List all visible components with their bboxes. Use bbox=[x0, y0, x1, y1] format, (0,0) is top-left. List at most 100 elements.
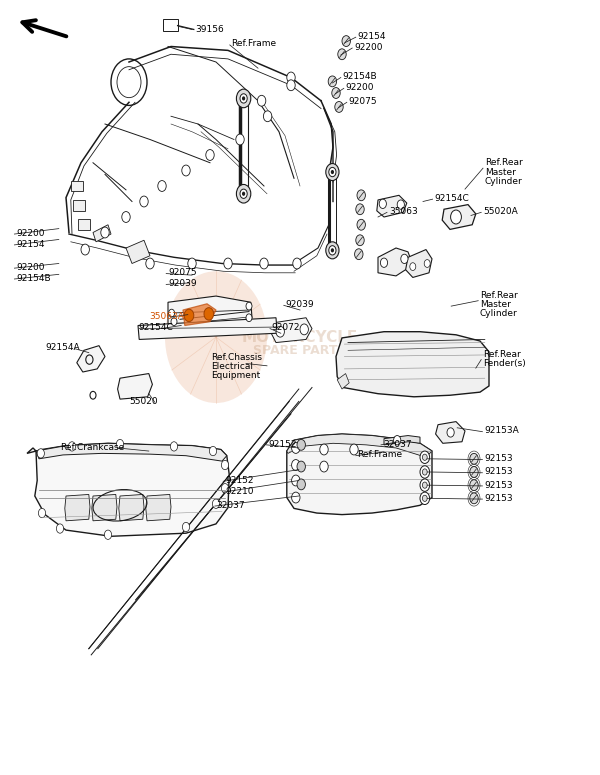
Circle shape bbox=[182, 522, 190, 532]
Circle shape bbox=[320, 444, 328, 455]
Text: Ref.Rear: Ref.Rear bbox=[480, 291, 518, 300]
Circle shape bbox=[182, 165, 190, 176]
Circle shape bbox=[292, 475, 300, 486]
Polygon shape bbox=[378, 248, 413, 276]
Circle shape bbox=[209, 446, 217, 456]
Circle shape bbox=[420, 479, 430, 491]
Text: Ref.Frame: Ref.Frame bbox=[231, 39, 276, 48]
Circle shape bbox=[422, 469, 427, 475]
Circle shape bbox=[204, 308, 214, 320]
Circle shape bbox=[357, 219, 365, 230]
Bar bbox=[73, 200, 85, 211]
Text: 92200: 92200 bbox=[346, 83, 374, 92]
Text: 92153: 92153 bbox=[484, 494, 513, 503]
Circle shape bbox=[356, 235, 364, 246]
Circle shape bbox=[236, 184, 251, 203]
Circle shape bbox=[297, 461, 305, 472]
Text: 92153A: 92153A bbox=[484, 426, 519, 436]
Text: 32037: 32037 bbox=[216, 501, 245, 510]
Polygon shape bbox=[146, 494, 171, 521]
Circle shape bbox=[331, 170, 334, 174]
Circle shape bbox=[68, 442, 76, 451]
Text: 92210: 92210 bbox=[225, 487, 254, 496]
Text: Master: Master bbox=[480, 300, 511, 309]
Polygon shape bbox=[436, 422, 465, 443]
Text: 39156: 39156 bbox=[195, 25, 224, 34]
Text: 92075: 92075 bbox=[349, 97, 377, 106]
Text: Electrical: Electrical bbox=[211, 362, 253, 371]
Circle shape bbox=[470, 467, 478, 477]
Circle shape bbox=[292, 460, 300, 470]
Text: 92153: 92153 bbox=[484, 480, 513, 490]
Circle shape bbox=[292, 443, 300, 453]
Circle shape bbox=[422, 454, 427, 460]
Circle shape bbox=[263, 111, 272, 122]
Circle shape bbox=[410, 263, 416, 270]
Circle shape bbox=[470, 480, 478, 491]
Circle shape bbox=[355, 249, 363, 260]
Circle shape bbox=[422, 495, 427, 501]
Polygon shape bbox=[406, 250, 432, 277]
Circle shape bbox=[356, 204, 364, 215]
Text: Master: Master bbox=[485, 167, 515, 177]
Text: Ref.Crankcase: Ref.Crankcase bbox=[60, 443, 124, 452]
Circle shape bbox=[169, 309, 175, 317]
Circle shape bbox=[331, 248, 334, 253]
Circle shape bbox=[292, 492, 300, 503]
Polygon shape bbox=[92, 494, 117, 521]
Text: 55020: 55020 bbox=[129, 397, 158, 406]
Polygon shape bbox=[118, 374, 152, 399]
Circle shape bbox=[338, 49, 346, 60]
Circle shape bbox=[342, 36, 350, 46]
Circle shape bbox=[246, 302, 252, 310]
Circle shape bbox=[293, 258, 301, 269]
Text: 92153: 92153 bbox=[484, 467, 513, 477]
Circle shape bbox=[206, 150, 214, 160]
Circle shape bbox=[420, 466, 430, 478]
Circle shape bbox=[329, 167, 336, 177]
Text: Ref.Chassis: Ref.Chassis bbox=[211, 353, 262, 362]
Circle shape bbox=[287, 80, 295, 91]
Polygon shape bbox=[183, 304, 216, 326]
Circle shape bbox=[379, 199, 386, 208]
Circle shape bbox=[447, 428, 454, 437]
Polygon shape bbox=[377, 195, 407, 217]
Bar bbox=[71, 181, 83, 191]
Circle shape bbox=[276, 326, 284, 337]
Circle shape bbox=[240, 189, 247, 198]
Circle shape bbox=[335, 102, 343, 112]
Polygon shape bbox=[36, 443, 227, 461]
Text: MSP: MSP bbox=[191, 308, 235, 327]
Circle shape bbox=[184, 309, 194, 322]
Polygon shape bbox=[168, 296, 252, 327]
Circle shape bbox=[350, 444, 358, 455]
Circle shape bbox=[240, 94, 247, 103]
Polygon shape bbox=[126, 240, 150, 264]
Circle shape bbox=[320, 461, 328, 472]
Circle shape bbox=[287, 72, 295, 83]
Circle shape bbox=[116, 439, 124, 449]
Circle shape bbox=[140, 196, 148, 207]
Text: 35063A: 35063A bbox=[149, 312, 184, 321]
Text: 92153: 92153 bbox=[484, 454, 513, 463]
Circle shape bbox=[470, 493, 478, 504]
Circle shape bbox=[146, 258, 154, 269]
Circle shape bbox=[357, 190, 365, 201]
Polygon shape bbox=[271, 318, 312, 343]
Circle shape bbox=[188, 258, 196, 269]
Circle shape bbox=[380, 258, 388, 267]
Text: 92075: 92075 bbox=[168, 268, 197, 277]
Polygon shape bbox=[77, 346, 105, 372]
Circle shape bbox=[394, 436, 401, 445]
Circle shape bbox=[246, 314, 252, 322]
Circle shape bbox=[221, 460, 229, 470]
Polygon shape bbox=[138, 318, 277, 339]
Circle shape bbox=[236, 134, 244, 145]
Text: Fender(s): Fender(s) bbox=[483, 359, 526, 368]
Circle shape bbox=[81, 244, 89, 255]
Text: 55020A: 55020A bbox=[483, 207, 518, 216]
Text: Cylinder: Cylinder bbox=[485, 177, 523, 186]
Text: Ref.Rear: Ref.Rear bbox=[483, 350, 521, 359]
Circle shape bbox=[242, 191, 245, 196]
Text: 92200: 92200 bbox=[354, 43, 383, 52]
